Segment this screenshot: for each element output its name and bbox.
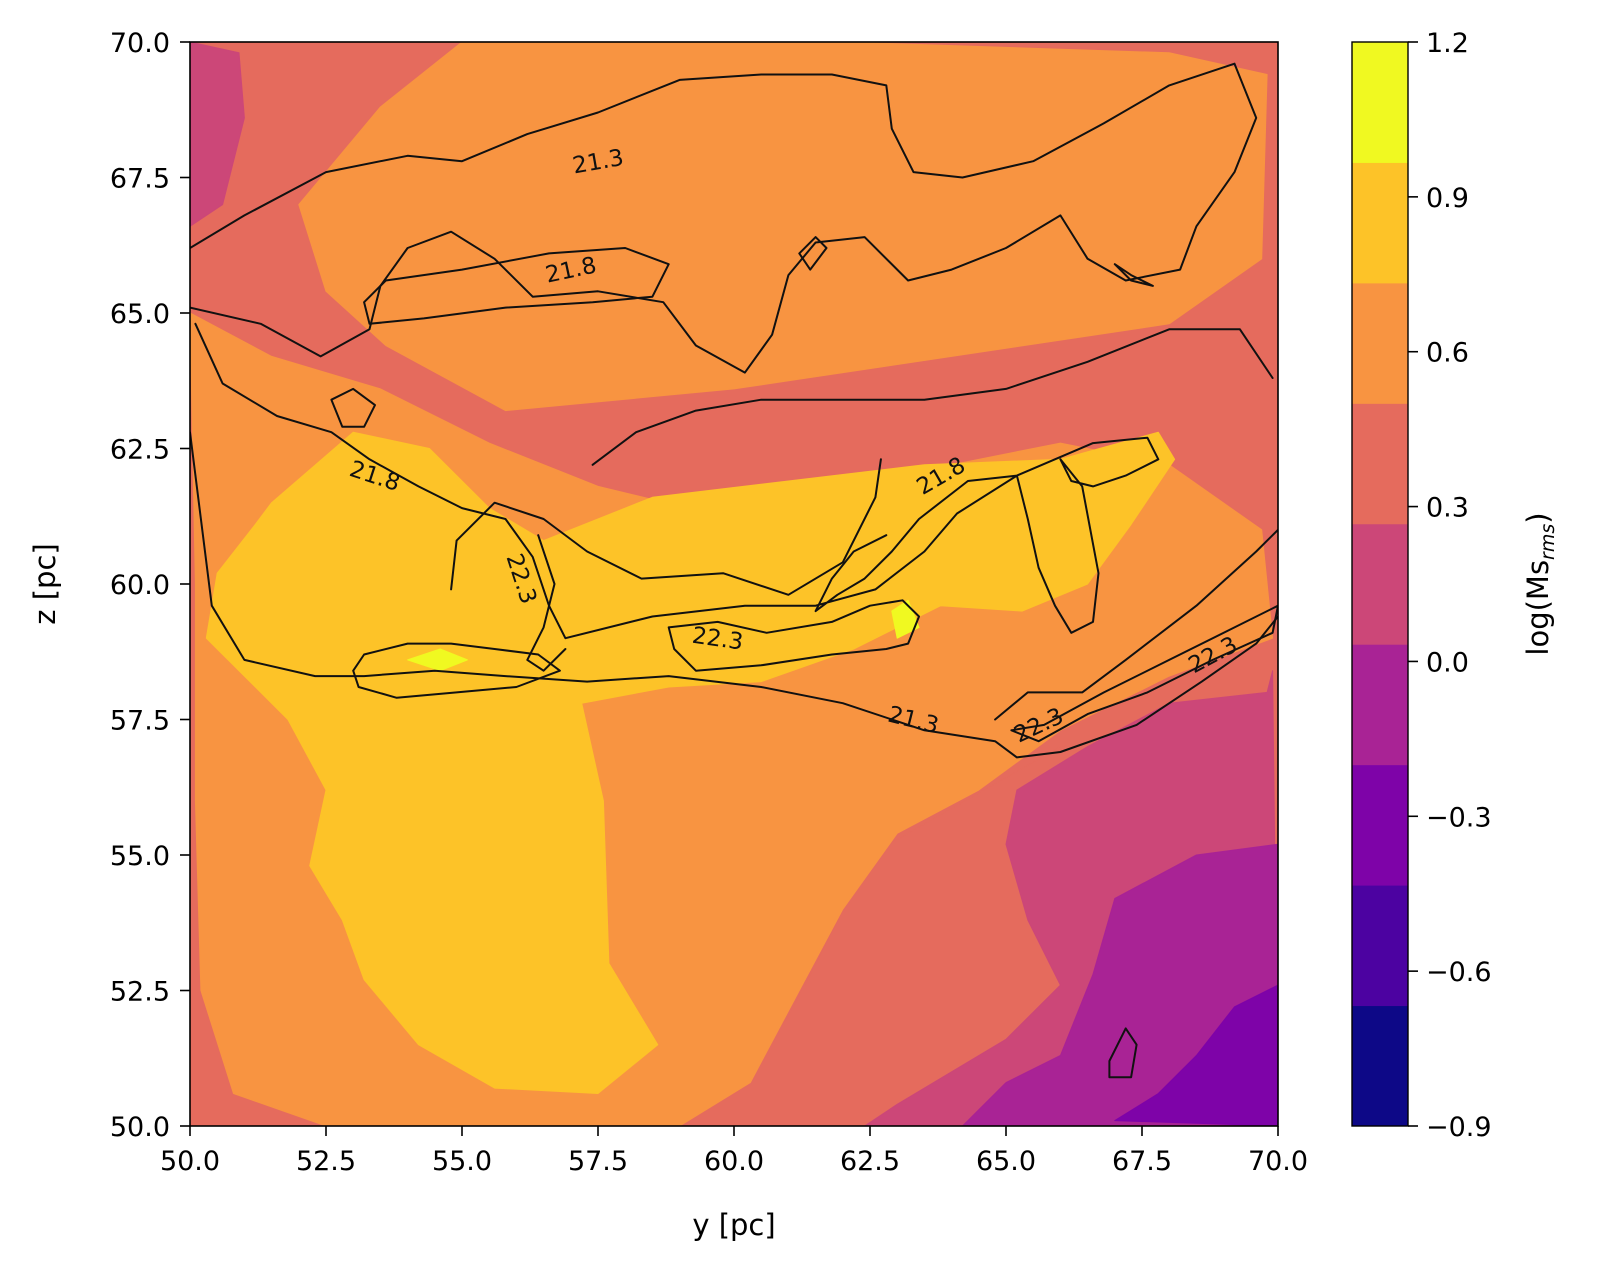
y-axis-ticks: 50.0 52.5 55.0 57.5 60.0 62.5 65.0 67.5 70.0	[110, 28, 190, 1143]
filled-region-5	[891, 599, 920, 639]
colorbar-band-7	[1352, 162, 1408, 284]
colorbar-frame	[1351, 41, 1409, 1127]
filled-region-6	[190, 42, 245, 227]
x-axis-label: y [pc]	[692, 1208, 775, 1242]
x-tick-label: 52.5	[296, 1146, 356, 1177]
colorbar-band-5	[1352, 403, 1408, 525]
x-tick-label: 57.5	[568, 1146, 628, 1177]
colorbar-tick-label: −0.3	[1426, 802, 1492, 833]
colorbar-tick-label: 0.0	[1426, 647, 1469, 678]
contour-line-21.8-6	[363, 247, 670, 325]
contour-line-21.3-1	[190, 431, 1278, 759]
x-tick-label: 55.0	[432, 1146, 492, 1177]
y-tick-label: 65.0	[110, 299, 170, 330]
y-tick-label: 52.5	[110, 977, 170, 1008]
colorbar	[1352, 42, 1408, 1127]
filled-region-9	[1114, 984, 1278, 1126]
contour-line-21.8-13	[798, 236, 828, 271]
y-tick-label: 62.5	[110, 435, 170, 466]
y-tick-label: 55.0	[110, 841, 170, 872]
contour-line-22.3-10	[1010, 604, 1278, 743]
colorbar-label: log(Msrms)	[1521, 512, 1559, 655]
y-tick-label: 70.0	[110, 28, 170, 59]
contour-line-22.3-9	[667, 599, 920, 672]
contour-line-21.3-0	[190, 62, 1258, 374]
y-tick-label: 60.0	[110, 570, 170, 601]
colorbar-tick-label: 0.9	[1426, 183, 1469, 214]
x-tick-label: 70.0	[1248, 1146, 1308, 1177]
y-axis-label: z [pc]	[28, 543, 62, 624]
colorbar-band-1	[1352, 885, 1408, 1007]
colorbar-tick-label: 0.3	[1426, 493, 1469, 524]
contour-line-21.3-3	[591, 328, 1274, 466]
contour-line-21.8-12	[330, 387, 376, 428]
x-tick-label: 60.0	[704, 1146, 764, 1177]
contour-line-21.8-14	[1113, 263, 1154, 287]
colorbar-tick-label: −0.9	[1426, 1112, 1492, 1143]
colorbar-ticks: −0.9 −0.6 −0.3 0.0 0.3 0.6 0.9 1.2	[1408, 28, 1492, 1143]
contour-line-layer	[190, 62, 1278, 1079]
filled-region-3	[205, 431, 1176, 1094]
y-tick-label: 50.0	[110, 1112, 170, 1143]
contour-line-22.3-8	[526, 534, 567, 672]
y-tick-label: 57.5	[110, 706, 170, 737]
x-axis-ticks: 50.0 52.5 55.0 57.5 60.0 62.5 65.0 67.5 70.0	[160, 1126, 1308, 1177]
colorbar-tick-label: 1.2	[1426, 28, 1469, 59]
y-tick-label: 67.5	[110, 164, 170, 195]
colorbar-band-4	[1352, 523, 1408, 645]
x-tick-label: 65.0	[976, 1146, 1036, 1177]
contour-line-21.8-5	[450, 458, 882, 596]
colorbar-tick-label: 0.6	[1426, 338, 1469, 369]
colorbar-band-8	[1352, 42, 1408, 163]
x-tick-label: 67.5	[1112, 1146, 1172, 1177]
contour-line-21.8-11	[1108, 1027, 1138, 1079]
x-tick-label: 50.0	[160, 1146, 220, 1177]
colorbar-band-2	[1352, 764, 1408, 886]
colorbar-tick-label: −0.6	[1426, 957, 1492, 988]
colorbar-band-0	[1352, 1005, 1408, 1127]
filled-region-1	[298, 42, 1268, 412]
contour-line-21.8-4	[194, 322, 1160, 640]
colorbar-band-3	[1352, 644, 1408, 766]
filled-region-4	[407, 648, 468, 672]
colorbar-band-6	[1352, 282, 1408, 404]
filled-contour-layer	[190, 42, 1278, 1126]
contour-line-21.3-2	[994, 528, 1278, 721]
x-tick-label: 62.5	[840, 1146, 900, 1177]
contour-line-22.3-7	[352, 642, 561, 699]
